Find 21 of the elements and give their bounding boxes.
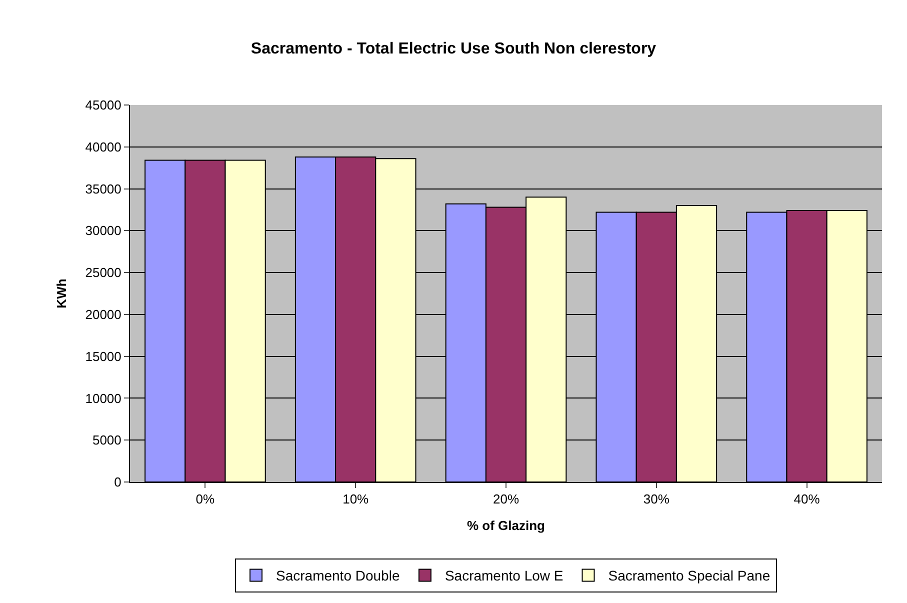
y-tick-label: 40000 — [85, 139, 122, 154]
x-tick-label: 0% — [196, 492, 216, 507]
x-axis-title: % of Glazing — [467, 518, 546, 534]
y-tick-label: 30000 — [85, 223, 122, 238]
y-tick-label: 45000 — [85, 98, 122, 113]
legend-label: Sacramento Double — [276, 568, 400, 584]
y-tick-label: 5000 — [92, 432, 122, 448]
chart-title: Sacramento - Total Electric Use South Non clerestory — [250, 40, 656, 58]
y-tick-label: 35000 — [85, 181, 122, 196]
y-tick-label: 25000 — [85, 265, 122, 280]
x-tick-label: 20% — [492, 492, 520, 507]
x-tick-label: 10% — [342, 492, 370, 507]
x-tick-label: 30% — [643, 492, 670, 507]
y-tick-label: 0 — [114, 474, 122, 490]
y-tick-label: 15000 — [85, 348, 122, 364]
y-tick-label: 10000 — [85, 390, 122, 406]
y-tick-label: 20000 — [85, 306, 122, 322]
y-axis-title: KWh — [54, 278, 70, 308]
legend-label: Sacramento Low E — [444, 568, 564, 584]
x-tick-label: 40% — [794, 492, 820, 507]
legend-label: Sacramento Special Pane — [608, 568, 770, 584]
